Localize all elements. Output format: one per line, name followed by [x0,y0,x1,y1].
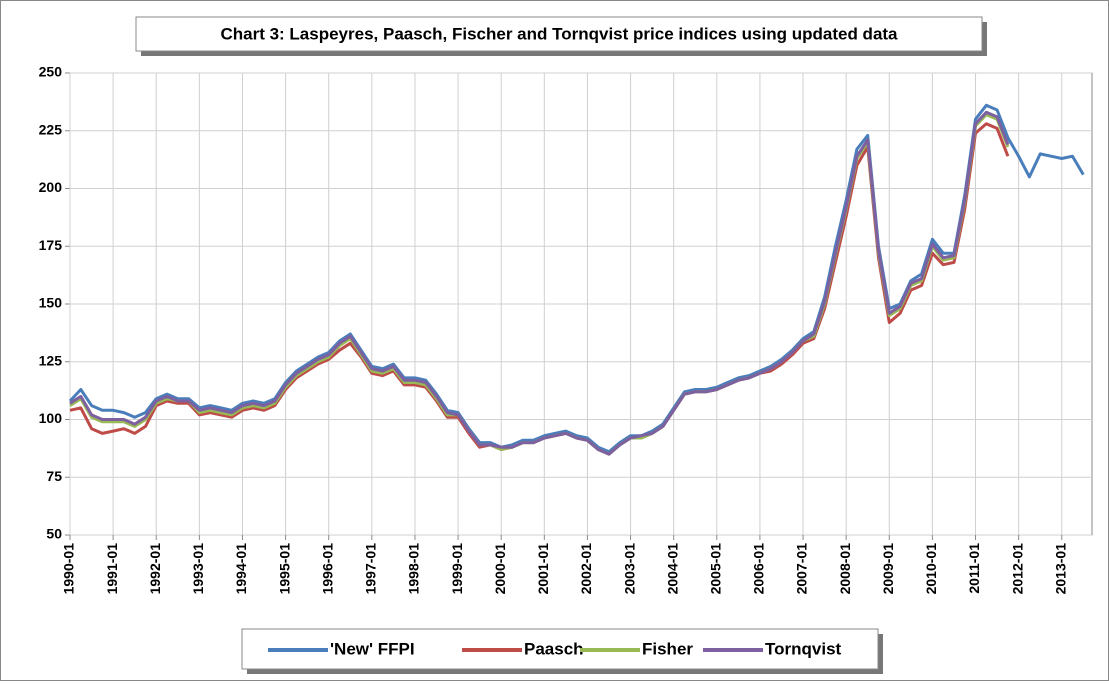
x-tick-label: 2001-01 [535,543,551,595]
chart-title: Chart 3: Laspeyres, Paasch, Fischer and … [220,24,898,43]
x-tick-label: 2002-01 [578,543,594,595]
legend-label: Tornqvist [765,639,842,658]
y-tick-label: 100 [39,410,63,426]
x-tick-label: 2013-01 [1052,543,1068,595]
y-tick-label: 175 [39,237,63,253]
series-line [69,110,1010,456]
x-tick-label: 1990-01 [61,543,77,595]
legend-label: Fisher [642,639,693,658]
y-tick-label: 250 [39,64,63,80]
x-tick-label: 1995-01 [276,543,292,595]
x-tick-label: 2008-01 [837,543,853,595]
series-line [68,103,1085,454]
x-tick-label: 2004-01 [664,543,680,595]
x-tick-label: 1997-01 [363,543,379,595]
y-tick-label: 150 [39,295,63,311]
legend-label: Paasch [524,639,584,658]
x-tick-label: 2009-01 [880,543,896,595]
x-tick-label: 1992-01 [147,543,163,595]
x-tick-label: 1996-01 [319,543,335,595]
legend-label: 'New' FFPI [330,639,415,658]
y-tick-label: 75 [46,468,62,484]
y-tick-label: 200 [39,179,63,195]
x-tick-label: 2000-01 [492,543,508,595]
x-tick-label: 1999-01 [449,543,465,595]
legend-box [241,628,879,670]
x-tick-label: 2007-01 [794,543,810,595]
x-tick-label: 2012-01 [1009,543,1025,595]
x-tick-label: 2006-01 [751,543,767,595]
x-tick-label: 2011-01 [966,543,982,594]
y-tick-label: 125 [39,352,63,368]
x-tick-label: 1991-01 [104,543,120,595]
title-box [135,16,983,52]
y-tick-label: 50 [46,526,62,542]
x-tick-label: 2003-01 [621,543,637,595]
x-tick-label: 1998-01 [406,543,422,595]
y-tick-label: 225 [39,121,63,137]
x-tick-label: 2010-01 [923,543,939,595]
x-tick-label: 1993-01 [190,543,206,595]
x-tick-label: 1994-01 [233,543,249,595]
x-tick-label: 2005-01 [708,543,724,595]
